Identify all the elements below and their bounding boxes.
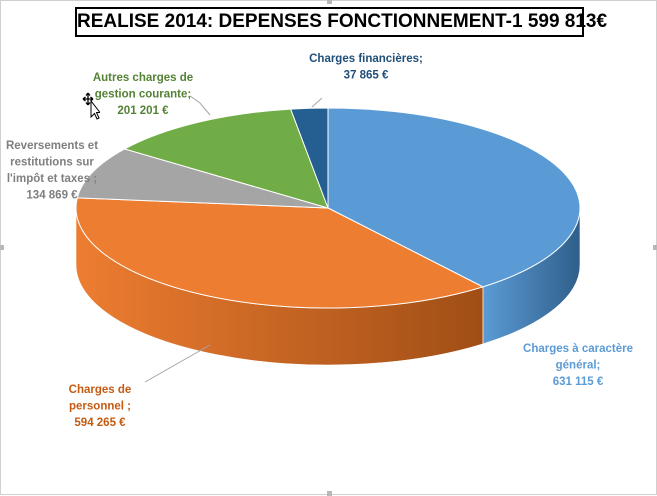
pie-tops — [75, 107, 581, 309]
data-label-charges-financieres[interactable]: Charges financières; 37 865 € — [309, 53, 423, 82]
slice-charges-financieres[interactable] — [289, 107, 329, 209]
slice-autres-charges-de-gestion-courante[interactable] — [123, 108, 329, 209]
leader-line-charges-financieres — [311, 97, 323, 108]
selection-handle-top[interactable] — [327, 0, 332, 4]
selection-handle-left[interactable] — [0, 245, 4, 250]
data-label-charges-de-personnel[interactable]: Charges de personnel ; 594 265 € — [69, 384, 132, 429]
leader-line-charges-de-personnel — [144, 344, 211, 383]
data-label-reversements-et-restitutions-sur-l-impot-et-taxes[interactable]: Reversements et restitutions sur l'impôt e… — [6, 140, 98, 202]
slice-charges-de-personnel[interactable] — [75, 197, 485, 309]
leader-line-autres-charges-de-gestion-courante — [189, 95, 211, 116]
selection-handle-bottom[interactable] — [327, 491, 332, 496]
selection-handle-right[interactable] — [653, 245, 657, 250]
slice-charges-a-caractere-general[interactable] — [327, 107, 581, 288]
leader-lines — [94, 95, 323, 383]
move-cursor-icon — [82, 92, 100, 120]
chart-title[interactable]: REALISE 2014: DEPENSES FONCTIONNEMENT-1 … — [75, 7, 607, 37]
slice-reversements-et-restitutions-sur-l-impot-et-taxes[interactable] — [76, 148, 329, 209]
data-label-autres-charges-de-gestion-courante[interactable]: Autres charges de gestion courante; 201 20… — [93, 72, 193, 117]
data-label-charges-a-caractere-general[interactable]: Charges à caractère général; 631 115 € — [523, 343, 633, 388]
data-labels: Charges à caractère général; 631 115 € Char… — [6, 53, 633, 429]
leader-line-reversements-et-restitutions-sur-l-impot-et-taxes — [94, 178, 103, 184]
